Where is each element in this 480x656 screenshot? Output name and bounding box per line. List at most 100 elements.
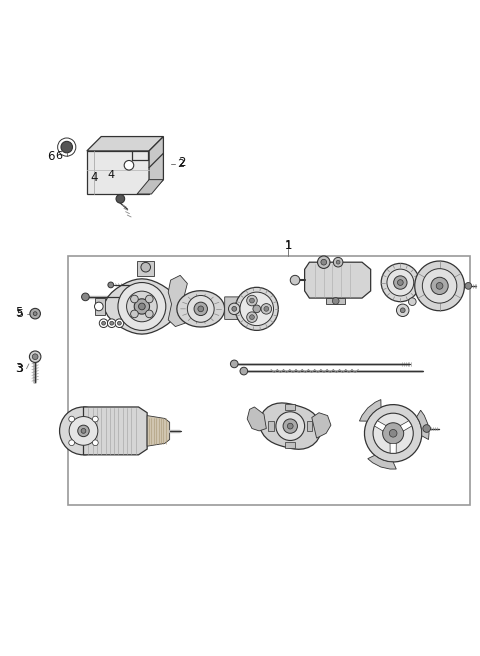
- Circle shape: [264, 306, 269, 311]
- Circle shape: [110, 321, 114, 325]
- Circle shape: [82, 293, 89, 300]
- Polygon shape: [307, 421, 312, 431]
- Circle shape: [93, 440, 98, 445]
- Circle shape: [387, 269, 414, 296]
- Text: 4: 4: [107, 170, 114, 180]
- Polygon shape: [305, 262, 371, 298]
- Circle shape: [288, 423, 293, 429]
- Circle shape: [131, 310, 138, 318]
- Circle shape: [145, 295, 153, 303]
- Circle shape: [134, 298, 150, 314]
- Text: 3: 3: [17, 363, 24, 374]
- Circle shape: [333, 257, 343, 267]
- Circle shape: [30, 308, 40, 319]
- Circle shape: [247, 312, 257, 322]
- Circle shape: [139, 303, 145, 310]
- Circle shape: [33, 312, 37, 316]
- Circle shape: [118, 321, 121, 325]
- Polygon shape: [326, 298, 345, 304]
- Circle shape: [250, 298, 254, 303]
- Circle shape: [115, 319, 124, 327]
- Circle shape: [408, 298, 416, 306]
- Circle shape: [389, 430, 397, 437]
- Text: 1: 1: [285, 239, 293, 252]
- Circle shape: [116, 194, 125, 203]
- Circle shape: [240, 292, 274, 325]
- Polygon shape: [147, 416, 169, 446]
- Circle shape: [232, 306, 237, 311]
- Circle shape: [235, 287, 278, 331]
- Polygon shape: [364, 405, 422, 462]
- Text: 3: 3: [15, 361, 23, 375]
- Polygon shape: [247, 407, 266, 431]
- Polygon shape: [260, 403, 321, 449]
- Circle shape: [61, 141, 72, 153]
- Circle shape: [32, 354, 38, 359]
- Circle shape: [93, 416, 98, 422]
- Circle shape: [400, 308, 405, 313]
- Circle shape: [383, 422, 404, 444]
- Text: 5: 5: [15, 306, 23, 319]
- Polygon shape: [286, 404, 295, 410]
- Circle shape: [81, 428, 86, 434]
- Bar: [68, 256, 470, 505]
- Circle shape: [321, 259, 326, 265]
- Polygon shape: [149, 136, 163, 194]
- Circle shape: [240, 367, 248, 375]
- Circle shape: [187, 295, 214, 322]
- Circle shape: [69, 440, 74, 445]
- Circle shape: [118, 283, 166, 331]
- Text: 5: 5: [17, 308, 24, 319]
- Circle shape: [373, 413, 413, 453]
- Circle shape: [397, 279, 403, 285]
- Polygon shape: [84, 407, 147, 455]
- Polygon shape: [137, 180, 163, 194]
- Text: 6: 6: [47, 150, 55, 163]
- Circle shape: [108, 282, 114, 288]
- Circle shape: [124, 161, 134, 170]
- Text: 1: 1: [284, 241, 291, 251]
- Circle shape: [194, 302, 207, 316]
- Circle shape: [102, 321, 106, 325]
- Circle shape: [95, 302, 103, 311]
- Polygon shape: [177, 291, 225, 327]
- Polygon shape: [417, 410, 429, 440]
- Circle shape: [336, 260, 340, 264]
- Circle shape: [276, 412, 305, 440]
- Polygon shape: [312, 413, 331, 438]
- Circle shape: [422, 269, 457, 303]
- Polygon shape: [87, 151, 149, 194]
- Circle shape: [465, 283, 472, 289]
- Circle shape: [127, 291, 157, 322]
- Circle shape: [60, 407, 108, 455]
- Circle shape: [332, 298, 339, 304]
- Circle shape: [250, 315, 254, 319]
- Polygon shape: [105, 279, 180, 334]
- Text: 4: 4: [90, 171, 98, 184]
- Text: 2: 2: [177, 159, 184, 169]
- Circle shape: [141, 262, 151, 272]
- Polygon shape: [87, 136, 163, 151]
- Circle shape: [253, 305, 261, 313]
- Circle shape: [423, 424, 431, 432]
- Circle shape: [247, 295, 257, 306]
- Circle shape: [29, 351, 41, 363]
- Polygon shape: [374, 420, 386, 431]
- Circle shape: [381, 264, 420, 302]
- Text: 2: 2: [178, 156, 185, 169]
- Polygon shape: [360, 400, 381, 421]
- Polygon shape: [415, 261, 465, 311]
- Polygon shape: [168, 276, 189, 327]
- Circle shape: [78, 425, 89, 437]
- Polygon shape: [225, 297, 244, 319]
- Polygon shape: [286, 442, 295, 448]
- Circle shape: [318, 256, 330, 268]
- Polygon shape: [268, 421, 274, 431]
- Circle shape: [99, 319, 108, 327]
- Polygon shape: [137, 260, 154, 276]
- Circle shape: [69, 416, 74, 422]
- Polygon shape: [368, 455, 396, 469]
- Polygon shape: [390, 443, 396, 453]
- Circle shape: [283, 419, 298, 434]
- Polygon shape: [400, 420, 412, 431]
